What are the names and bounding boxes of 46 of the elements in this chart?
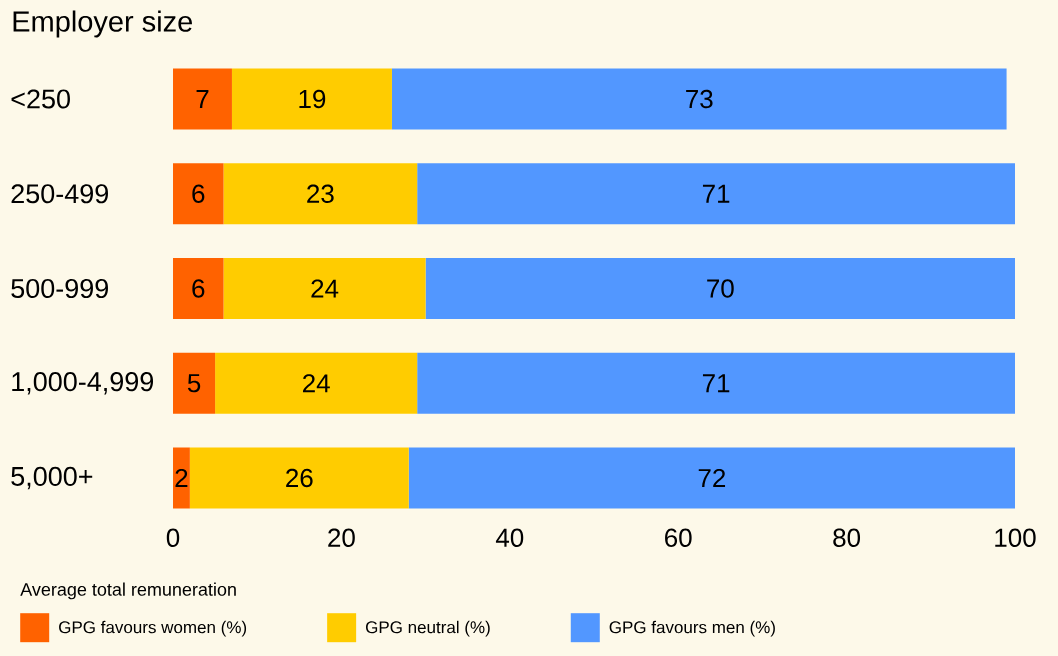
x-tick-label: 60 xyxy=(665,528,692,547)
x-tick-label: 20 xyxy=(328,528,355,547)
data-label: 72 xyxy=(698,468,726,488)
bar xyxy=(425,258,1015,319)
data-label: 6 xyxy=(192,184,205,203)
x-tick-label: 80 xyxy=(833,528,861,547)
y-tick-label: 1,000-4,999 xyxy=(12,372,154,395)
bar xyxy=(215,352,418,414)
legend-title: Average total remuneration xyxy=(20,582,236,600)
data-label: 5 xyxy=(187,374,201,393)
data-label: 2 xyxy=(175,468,188,488)
bar xyxy=(417,163,1015,225)
x-tick-label: 40 xyxy=(495,528,524,547)
data-label: 24 xyxy=(311,279,339,298)
bar xyxy=(173,68,232,130)
data-label: 71 xyxy=(702,374,730,393)
data-label: 19 xyxy=(299,89,326,109)
data-label: 73 xyxy=(686,89,713,109)
data-label: 70 xyxy=(707,279,734,298)
bar xyxy=(417,352,1015,414)
bar xyxy=(223,163,418,225)
bar xyxy=(173,352,216,414)
data-label: 26 xyxy=(286,468,313,488)
bar xyxy=(189,447,409,509)
y-tick-label: 250-499 xyxy=(11,184,108,204)
y-tick-label: 500-999 xyxy=(11,278,108,299)
x-tick-label: 0 xyxy=(166,528,180,547)
legend-label: GPG neutral (%) xyxy=(366,620,490,637)
data-label: 71 xyxy=(702,184,730,203)
legend-label: GPG favours women (%) xyxy=(59,620,247,637)
bar xyxy=(408,447,1015,509)
bar xyxy=(173,447,190,509)
bar xyxy=(173,258,224,319)
bar xyxy=(231,68,392,130)
data-label: 24 xyxy=(302,374,330,393)
data-label: 7 xyxy=(196,90,209,108)
bar xyxy=(223,258,426,319)
y-tick-label: <250 xyxy=(11,89,70,109)
chart-title: Employer size xyxy=(13,10,192,38)
data-label: 6 xyxy=(192,279,205,298)
data-label: 23 xyxy=(307,184,334,203)
x-tick-label: 100 xyxy=(995,528,1036,547)
y-tick-label: 5,000+ xyxy=(11,466,93,490)
bar xyxy=(173,163,224,225)
legend-label: GPG favours men (%) xyxy=(609,620,775,637)
bar xyxy=(391,68,1007,130)
